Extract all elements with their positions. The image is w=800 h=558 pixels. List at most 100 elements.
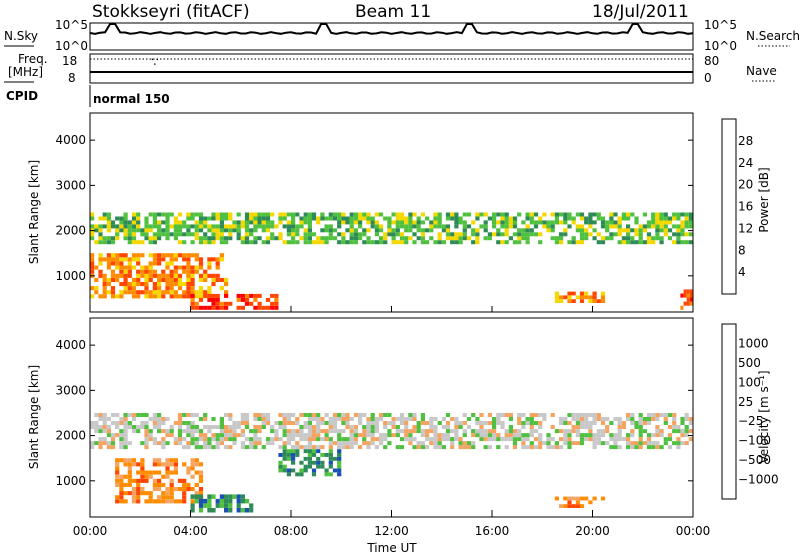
heatmap-cell: [173, 224, 178, 229]
heatmap-cell: [232, 421, 237, 425]
heatmap-cell: [642, 421, 647, 425]
heatmap-cell: [567, 216, 572, 221]
heatmap-cell: [584, 421, 589, 425]
heatmap-cell: [186, 228, 191, 233]
heatmap-cell: [157, 478, 162, 483]
heatmap-cell: [454, 437, 459, 442]
heatmap-cell: [592, 236, 597, 241]
heatmap-cell: [190, 253, 195, 258]
heatmap-cell: [575, 240, 580, 245]
heatmap-cell: [127, 478, 132, 483]
heatmap-cell: [337, 232, 342, 237]
heatmap-cell: [437, 421, 442, 425]
heatmap-cell: [525, 417, 530, 421]
heatmap-cell: [663, 437, 668, 442]
heatmap-cell: [374, 437, 379, 442]
heatmap-cell: [228, 236, 233, 241]
heatmap-cell: [140, 478, 145, 483]
heatmap-cell: [123, 286, 128, 291]
heatmap-cell: [383, 425, 388, 429]
heatmap-cell: [115, 482, 120, 487]
heatmap-cell: [173, 273, 178, 278]
heatmap-cell: [165, 474, 170, 479]
heatmap-cell: [471, 240, 476, 245]
heatmap-cell: [634, 441, 639, 446]
heatmap-cell: [596, 437, 601, 442]
heatmap-cell: [680, 220, 685, 225]
heatmap-cell: [575, 504, 580, 508]
heatmap-cell: [215, 445, 220, 450]
heatmap-cell: [395, 224, 400, 229]
heatmap-cell: [131, 462, 137, 467]
heatmap-cell: [349, 236, 354, 241]
heatmap-cell: [177, 437, 183, 442]
heatmap-cell: [311, 240, 317, 245]
heatmap-cell: [161, 220, 166, 225]
heatmap-cell: [659, 220, 664, 225]
heatmap-cell: [429, 228, 434, 233]
heatmap-cell: [198, 503, 204, 508]
heatmap-cell: [148, 491, 153, 496]
heatmap-cell: [533, 413, 539, 417]
heatmap-cell: [538, 220, 543, 225]
heatmap-cell: [136, 240, 141, 245]
heatmap-cell: [651, 224, 656, 229]
heatmap-cell: [337, 449, 342, 454]
heatmap-cell: [320, 240, 325, 245]
heatmap-cell: [525, 224, 530, 229]
heatmap-cell: [270, 425, 275, 429]
heatmap-cell: [638, 417, 643, 421]
heatmap-cell: [140, 269, 145, 274]
heatmap-cell: [257, 212, 262, 217]
heatmap-cell: [249, 301, 254, 306]
heatmap-cell: [621, 425, 626, 429]
heatmap-cell: [441, 417, 446, 421]
heatmap-cell: [123, 491, 128, 496]
heatmap-cell: [211, 257, 216, 262]
heatmap-cell: [579, 236, 585, 241]
heatmap-cell: [240, 433, 245, 438]
heatmap-cell: [563, 232, 568, 237]
heatmap-cell: [115, 294, 120, 299]
heatmap-cell: [358, 421, 363, 425]
heatmap-cell: [311, 472, 317, 477]
heatmap-cell: [617, 425, 622, 429]
heatmap-cell: [211, 228, 216, 233]
heatmap-cell: [157, 425, 162, 429]
heatmap-cell: [123, 277, 128, 282]
heatmap-cell: [550, 220, 555, 225]
heatmap-cell: [228, 232, 233, 237]
heatmap-cell: [655, 433, 660, 438]
heatmap-cell: [203, 503, 208, 508]
heatmap-cell: [609, 220, 614, 225]
heatmap-cell: [291, 456, 296, 461]
heatmap-cell: [571, 496, 576, 501]
heatmap-cell: [177, 413, 183, 417]
heatmap-cell: [517, 236, 522, 241]
heatmap-cell: [173, 253, 178, 258]
heatmap-cell: [533, 220, 539, 225]
heatmap-cell: [169, 273, 174, 278]
heatmap-cell: [115, 458, 120, 463]
heatmap-cell: [521, 232, 526, 237]
heatmap-cell: [169, 482, 174, 487]
heatmap-cell: [676, 425, 681, 429]
heatmap-cell: [165, 286, 170, 291]
heatmap-cell: [224, 494, 229, 499]
heatmap-cell: [106, 429, 111, 434]
heatmap-cell: [219, 498, 224, 504]
heatmap-cell: [475, 240, 480, 245]
heatmap-cell: [219, 433, 224, 438]
heatmap-cell: [249, 220, 254, 225]
heatmap-cell: [115, 421, 120, 425]
heatmap-cell: [667, 413, 673, 417]
heatmap-cell: [194, 228, 199, 233]
freq-panel-frame: [89, 53, 694, 84]
heatmap-cell: [529, 433, 534, 438]
heatmap-cell: [131, 478, 137, 483]
heatmap-cell: [131, 212, 137, 217]
heatmap-cell: [173, 265, 178, 270]
heatmap-cell: [157, 482, 162, 487]
freq-tick-low: 8: [68, 71, 76, 85]
heatmap-cell: [236, 498, 241, 504]
